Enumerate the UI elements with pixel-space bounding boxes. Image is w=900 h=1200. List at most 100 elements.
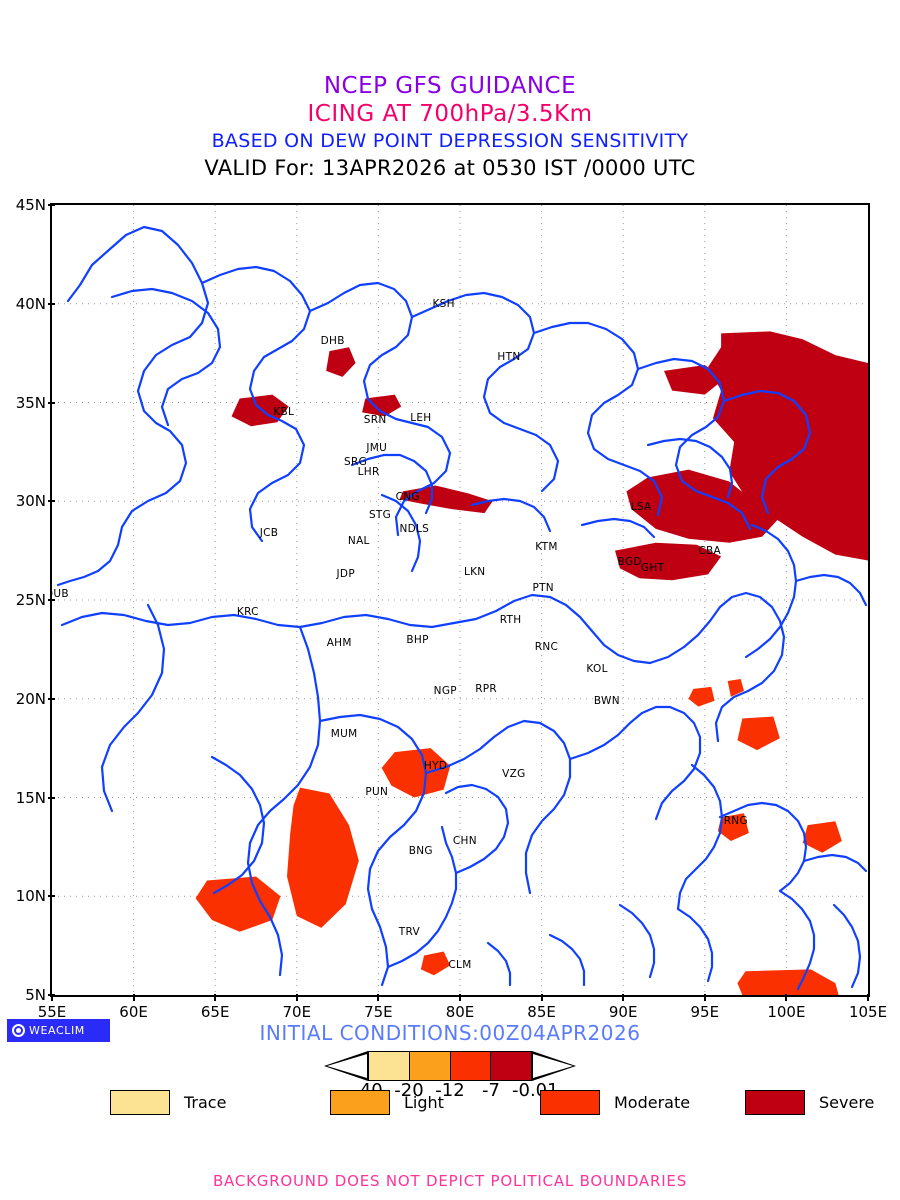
- lon-tick-75E: 75E: [351, 994, 405, 1021]
- city-label-ptn: PTN: [532, 582, 554, 595]
- icing-region-himalaya-west-severe: [399, 485, 493, 514]
- lon-tick-85E: 85E: [515, 994, 569, 1021]
- city-label-ndls: NDLS: [399, 522, 430, 535]
- city-label-stg: STG: [368, 509, 392, 522]
- city-label-srg: SRG: [344, 455, 368, 468]
- city-label-mum: MUM: [330, 728, 358, 741]
- city-label-pun: PUN: [365, 785, 389, 798]
- lon-tick-90E: 90E: [596, 994, 650, 1021]
- title-valid-time: VALID For: 13APR2026 at 0530 IST /0000 U…: [204, 156, 696, 180]
- city-label-bng: BNG: [408, 844, 433, 857]
- lon-tick-100E: 100E: [759, 994, 813, 1021]
- legend-swatch-light: [330, 1090, 390, 1115]
- legend-swatch-severe: [745, 1090, 805, 1115]
- legend-label-light: Light: [404, 1093, 444, 1112]
- city-label-ksh: KSH: [432, 297, 455, 310]
- city-label-lkn: LKN: [463, 566, 486, 579]
- legend-label-severe: Severe: [819, 1093, 875, 1112]
- weaclim-circle-icon: [12, 1024, 25, 1037]
- lon-tick-70E: 70E: [270, 994, 324, 1021]
- lat-tick-20N: 20N: [2, 690, 55, 708]
- city-label-rng: RNG: [723, 815, 748, 828]
- legend-label-moderate: Moderate: [614, 1093, 691, 1112]
- title-method: BASED ON DEW POINT DEPRESSION SENSITIVIT…: [211, 130, 689, 152]
- lat-tick-35N: 35N: [2, 394, 55, 412]
- city-label-hyd: HYD: [423, 759, 448, 772]
- lat-tick-25N: 25N: [2, 591, 55, 609]
- icing-region-kashmir-severe: [362, 394, 402, 417]
- icing-region-gangetic-moderate: [727, 679, 744, 697]
- colorbar-tick-2: -12: [435, 1080, 465, 1101]
- city-label-lhr: LHR: [357, 465, 380, 478]
- city-label-kbl: KBL: [273, 406, 295, 419]
- colorbar-tick-3: -7: [482, 1080, 500, 1101]
- lat-tick-5N: 5N: [2, 986, 55, 1004]
- legend-item-trace: Trace: [110, 1090, 226, 1115]
- city-label-ktm: KTM: [535, 540, 558, 553]
- lon-tick-95E: 95E: [678, 994, 732, 1021]
- colorbar-cell-3: [491, 1052, 531, 1080]
- lat-tick-30N: 30N: [2, 492, 55, 510]
- icing-contour-layer: [195, 331, 868, 995]
- icing-region-south-konkan-moderate: [287, 787, 359, 928]
- icing-region-andaman-moderate: [688, 686, 715, 707]
- city-label-chn: CHN: [452, 834, 477, 847]
- city-label-jdp: JDP: [336, 568, 355, 581]
- legend-swatch-trace: [110, 1090, 170, 1115]
- lon-tick-60E: 60E: [107, 994, 161, 1021]
- legend-swatch-moderate: [540, 1090, 600, 1115]
- lat-tick-15N: 15N: [2, 789, 55, 807]
- gridlines: [52, 205, 868, 995]
- city-label-cng: CNG: [395, 491, 420, 504]
- map-canvas: [52, 205, 868, 995]
- city-label-rnc: RNC: [534, 641, 559, 654]
- city-label-dub: DUB: [52, 588, 69, 601]
- city-label-htn: HTN: [497, 351, 521, 364]
- city-label-jmu: JMU: [366, 441, 388, 454]
- legend-item-moderate: Moderate: [540, 1090, 690, 1115]
- lat-tick-45N: 45N: [2, 196, 55, 214]
- city-label-clm: CLM: [448, 959, 472, 972]
- icing-region-karakoram-severe: [326, 347, 356, 377]
- city-label-kol: KOL: [586, 663, 608, 676]
- colorbar-cell-0: [369, 1052, 410, 1080]
- city-label-dhb: DHB: [320, 335, 345, 348]
- icing-region-konkan-arabian-moderate: [195, 876, 281, 932]
- lon-tick-105E: 105E: [841, 994, 895, 1021]
- city-label-cba: CBA: [698, 544, 721, 557]
- icing-region-malay-moderate: [737, 969, 839, 995]
- city-label-ngp: NGP: [433, 684, 457, 697]
- city-label-jcb: JCB: [259, 526, 279, 539]
- icing-region-xinjiang-severe: [664, 364, 725, 395]
- city-label-bwn: BWN: [593, 694, 620, 707]
- city-label-trv: TRV: [398, 925, 421, 938]
- lon-tick-55E: 55E: [25, 994, 79, 1021]
- lon-tick-65E: 65E: [188, 994, 242, 1021]
- lat-tick-10N: 10N: [2, 887, 55, 905]
- city-label-rth: RTH: [499, 613, 522, 626]
- icing-region-thai-moderate: [802, 821, 842, 853]
- colorbar-cell-1: [409, 1052, 451, 1080]
- city-label-vzg: VZG: [502, 767, 526, 780]
- icing-region-brahmaputra-severe: [615, 542, 722, 581]
- city-label-bgd: BGD: [617, 556, 642, 569]
- city-label-srn: SRN: [363, 414, 387, 427]
- colorbar-cell-2: [450, 1052, 492, 1080]
- lat-tick-40N: 40N: [2, 295, 55, 313]
- legend-item-light: Light: [330, 1090, 444, 1115]
- map-plot-area[interactable]: KSH DHB HTN KBL SRN LEH JMU SRG LHR CNG STG NDLS JCB…: [50, 203, 870, 997]
- icing-region-telangana-moderate: [381, 748, 451, 798]
- icing-region-lakshadweep-moderate: [420, 951, 451, 976]
- disclaimer-text: BACKGROUND DOES NOT DEPICT POLITICAL BOU…: [212, 1172, 688, 1190]
- lon-tick-80E: 80E: [433, 994, 487, 1021]
- colorbar: [324, 1051, 576, 1081]
- colorbar-right-arrow-fill: [533, 1054, 573, 1078]
- city-label-rpr: RPR: [475, 682, 498, 695]
- legend-item-severe: Severe: [745, 1090, 874, 1115]
- city-label-ahm: AHM: [326, 637, 352, 650]
- title-block: NCEP GFS GUIDANCE ICING AT 700hPa/3.5Km …: [0, 0, 900, 182]
- initial-conditions-text: INITIAL CONDITIONS:00Z04APR2026: [259, 1021, 641, 1045]
- legend-label-trace: Trace: [184, 1093, 227, 1112]
- weaclim-label: WEACLIM: [29, 1024, 85, 1037]
- city-label-lsa: LSA: [630, 501, 652, 514]
